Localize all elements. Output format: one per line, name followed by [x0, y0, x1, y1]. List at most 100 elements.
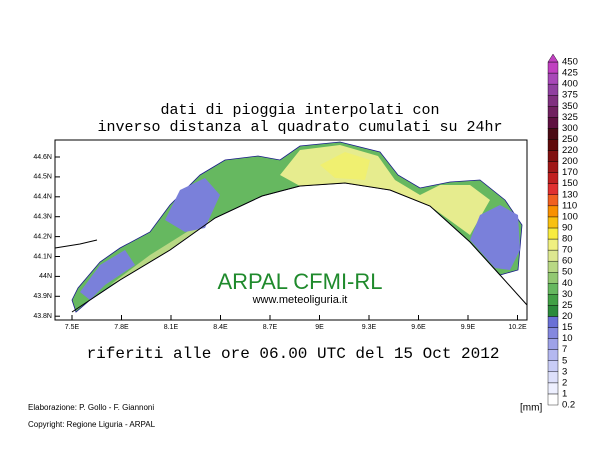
- title-line: inverso distanza al quadrato cumulati su…: [97, 119, 502, 136]
- colorbar-swatch: [547, 382, 559, 395]
- colorbar-label: 0.2: [562, 400, 575, 411]
- colorbar-swatch: [547, 106, 559, 118]
- colorbar-swatch: [547, 371, 559, 384]
- colorbar-swatch: [547, 117, 559, 129]
- rain-pale: [110, 218, 215, 285]
- colorbar-swatch: [547, 183, 559, 195]
- lat-label: 44.4N: [33, 194, 52, 201]
- lat-label: 44.5N: [33, 174, 52, 181]
- colorbar-label: 130: [562, 189, 578, 200]
- colorbar-label: 15: [562, 322, 573, 333]
- lat-label: 43.9N: [33, 293, 52, 300]
- unit: [mm]: [520, 403, 542, 414]
- colorbar-label: 200: [562, 156, 578, 167]
- lon-label: 9.3E: [362, 324, 377, 331]
- credit: Elaborazione: P. Gollo - F. Giannoni: [28, 403, 154, 412]
- lat-label: 44N: [39, 273, 52, 280]
- lon-label: 9.6E: [411, 324, 426, 331]
- colorbar-label: 90: [562, 222, 573, 233]
- colorbar-label: 100: [562, 211, 578, 222]
- lat-label: 44.1N: [33, 253, 52, 260]
- colorbar-label: 25: [562, 300, 573, 311]
- colorbar-swatch: [547, 72, 559, 85]
- colorbar-label: 110: [562, 200, 577, 211]
- colorbar-swatch: [547, 94, 559, 107]
- rain-blue-north: [165, 178, 220, 232]
- rain-blue-east: [470, 205, 520, 270]
- colorbar-label: 10: [562, 333, 573, 344]
- colorbar-swatch: [547, 272, 559, 284]
- colorbar-label: 60: [562, 256, 573, 267]
- colorbar-label: 20: [562, 311, 573, 322]
- colorbar-cap: [547, 53, 559, 63]
- lon-label: 8.1E: [164, 324, 179, 331]
- colorbar-swatch: [547, 349, 559, 361]
- colorbar-swatch: [547, 128, 559, 140]
- lon-label: 8.4E: [213, 324, 228, 331]
- colorbar-swatch: [547, 150, 559, 162]
- colorbar-swatch: [547, 327, 559, 339]
- colorbar-label: 3: [562, 366, 567, 377]
- lat-label: 44.3N: [33, 214, 52, 221]
- colorbar-swatch: [547, 260, 559, 273]
- lon-label: 10.2E: [508, 324, 527, 331]
- colorbar-label: 2: [562, 377, 567, 388]
- lon-label: 9.9E: [461, 324, 476, 331]
- colorbar-swatch: [547, 316, 559, 328]
- rain-peak: [320, 152, 370, 180]
- colorbar-label: 400: [562, 79, 578, 90]
- lat-label: 43.8N: [33, 313, 52, 320]
- title-line: dati di pioggia interpolati con: [160, 102, 439, 119]
- colorbar-swatch: [547, 205, 559, 218]
- colorbar-swatch: [547, 283, 559, 295]
- colorbar-label: 80: [562, 234, 573, 245]
- map: ARPAL CFMI-RL www.meteoliguria.it: [54, 139, 528, 321]
- colorbar-swatch: [547, 294, 559, 306]
- colorbar-swatch: [547, 161, 559, 173]
- colorbar-swatch: [547, 194, 559, 207]
- colorbar-swatch: [547, 227, 559, 240]
- colorbar-swatch: [547, 216, 559, 229]
- colorbar-swatch: [547, 172, 559, 184]
- colorbar-label: 1: [562, 388, 567, 399]
- colorbar-swatch: [547, 139, 559, 151]
- colorbar-label: 5: [562, 355, 567, 366]
- colorbar-label: 375: [562, 90, 578, 101]
- rain-blue-west: [80, 250, 135, 300]
- colorbar-label: 50: [562, 267, 573, 278]
- colorbar-label: 220: [562, 145, 578, 156]
- colorbar-swatch: [547, 360, 559, 373]
- subtitle: riferiti alle ore 06.00 UTC del 15 Oct 2…: [87, 345, 500, 363]
- colorbar-label: 170: [562, 167, 578, 178]
- colorbar-label: 325: [562, 112, 578, 123]
- colorbar-swatch: [547, 61, 559, 74]
- credit: Copyright: Regione Liguria - ARPAL: [28, 420, 156, 429]
- border: [54, 239, 98, 249]
- colorbar-label: 150: [562, 178, 578, 189]
- watermark: ARPAL CFMI-RL: [217, 269, 382, 294]
- colorbar-label: 40: [562, 278, 573, 289]
- lat-label: 44.2N: [33, 233, 52, 240]
- colorbar-swatch: [547, 338, 559, 350]
- website: www.meteoliguria.it: [252, 294, 348, 306]
- lon-label: 8.7E: [263, 324, 278, 331]
- lon-label: 9E: [315, 324, 324, 331]
- colorbar-label: 7: [562, 344, 567, 355]
- colorbar-swatch: [547, 305, 559, 317]
- colorbar-label: 250: [562, 134, 578, 145]
- colorbar-label: 425: [562, 68, 578, 79]
- colorbar-label: 300: [562, 123, 578, 134]
- coastline: [71, 182, 528, 313]
- colorbar-swatch: [547, 238, 559, 251]
- lat-label: 44.6N: [33, 154, 52, 161]
- colorbar-label: 70: [562, 245, 573, 256]
- colorbar-label: 350: [562, 101, 578, 112]
- colorbar-swatch: [547, 83, 559, 96]
- colorbar-swatch: [547, 249, 559, 262]
- lon-label: 7.8E: [114, 324, 129, 331]
- colorbar-label: 30: [562, 289, 573, 300]
- lon-label: 7.5E: [65, 324, 80, 331]
- colorbar-swatch: [547, 393, 559, 406]
- colorbar-label: 450: [562, 57, 578, 68]
